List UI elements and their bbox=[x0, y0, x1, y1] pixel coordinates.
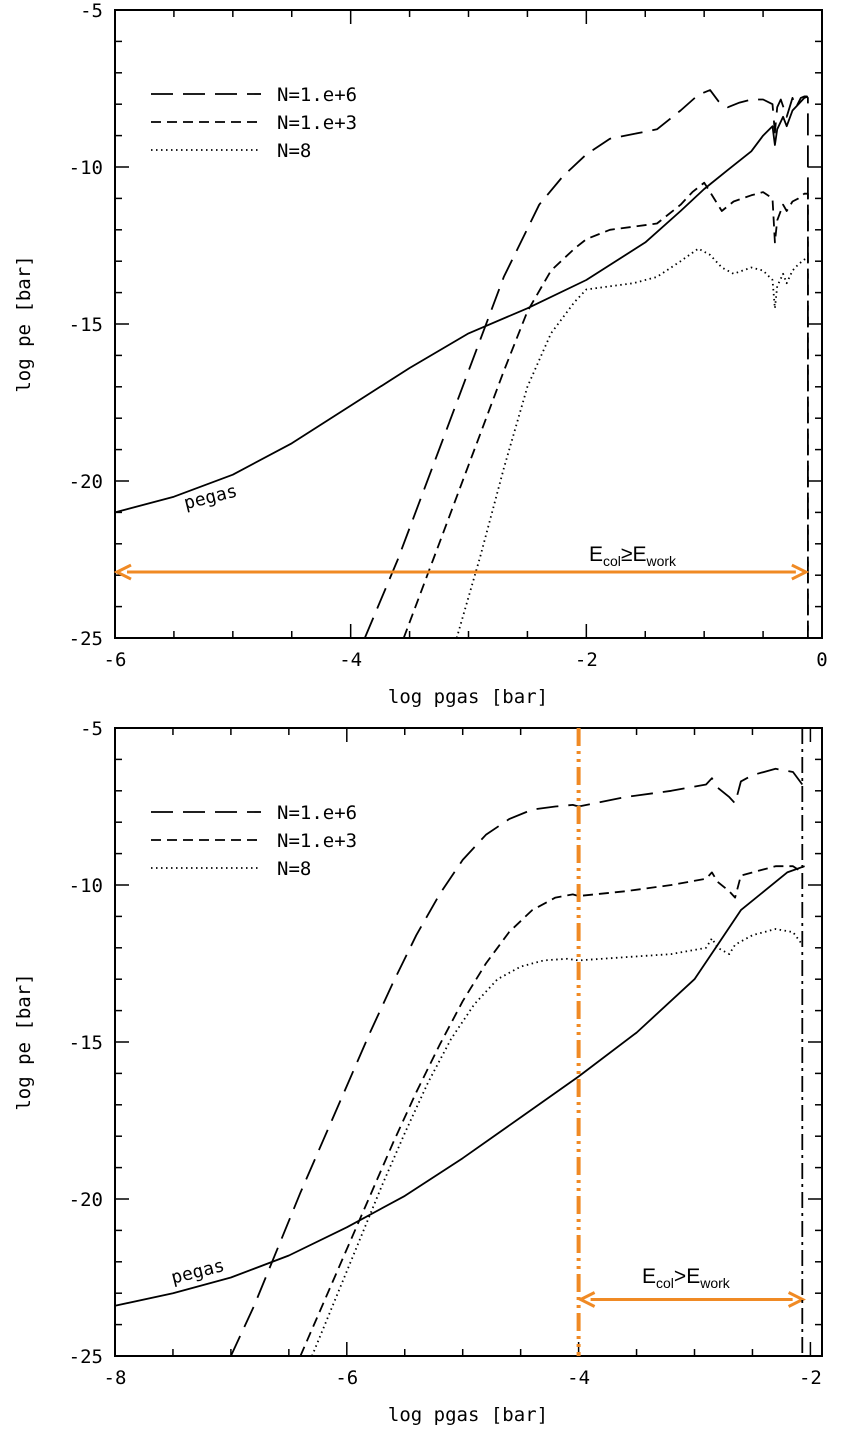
y-tick-label: -20 bbox=[69, 1189, 103, 1211]
y-tick-label: -20 bbox=[69, 471, 103, 493]
series-line-n-1-e-6 bbox=[230, 767, 804, 1357]
top-plot-frame bbox=[114, 9, 823, 639]
series-line-n-1-e-3 bbox=[402, 181, 809, 639]
top-relation: ≥ bbox=[621, 543, 633, 566]
y-tick-label: -10 bbox=[69, 875, 103, 897]
y-tick-label: -15 bbox=[69, 314, 103, 336]
legend-label: N=1.e+6 bbox=[277, 84, 357, 106]
bottom-tick-labels: -8 -6 -4 -2 -5 -10 -15 -20 -25 bbox=[69, 718, 822, 1389]
bottom-ework-sub: work bbox=[699, 1275, 731, 1291]
bottom-panel: -8 -6 -4 -2 -5 -10 -15 -20 -25 N=1.e+6 N=1.e+3 N=8… bbox=[13, 718, 823, 1426]
top-series bbox=[114, 89, 809, 639]
bottom-x-axis-title: log pgas [bar] bbox=[388, 1404, 548, 1426]
top-ework-main: E bbox=[632, 543, 646, 566]
x-tick-label: 0 bbox=[816, 649, 827, 671]
top-y-axis-title: log pe [bar] bbox=[13, 255, 35, 392]
series-line-n-8 bbox=[455, 247, 809, 639]
top-ecol-sub: col bbox=[603, 553, 621, 569]
series-line-pegas bbox=[114, 95, 809, 514]
legend-label: N=8 bbox=[277, 858, 311, 880]
y-tick-label: -25 bbox=[69, 1346, 103, 1368]
top-tick-labels: -6 -4 -2 0-5-10-15-20-25 bbox=[69, 0, 828, 671]
y-tick-label: -5 bbox=[80, 0, 103, 22]
range-arrow-head-left bbox=[113, 563, 132, 581]
bottom-legend: N=1.e+6 N=1.e+3 N=8 bbox=[151, 802, 357, 880]
top-ticks bbox=[114, 9, 823, 639]
top-annotations: pegas bbox=[113, 481, 810, 581]
top-panel: -6 -4 -2 0-5-10-15-20-25 N=1.e+6N=1.e+3N=8 … bbox=[13, 0, 828, 708]
y-tick-label: -10 bbox=[69, 157, 103, 179]
top-legend: N=1.e+6 N=1.e+3 N=8 bbox=[151, 84, 357, 162]
bottom-ecol-ework-label: Ecol>Ework bbox=[642, 1265, 731, 1291]
series-line-n-1-e-6 bbox=[363, 89, 809, 639]
range-arrow-head-right bbox=[791, 563, 810, 581]
series-line-n-1-e-3 bbox=[299, 865, 803, 1357]
bottom-relation: > bbox=[674, 1265, 686, 1288]
y-tick-label: -5 bbox=[80, 718, 103, 740]
x-tick-label: -4 bbox=[339, 649, 362, 671]
pegas-curve-label: pegas bbox=[182, 481, 240, 514]
pegas-curve-label: pegas bbox=[169, 1255, 227, 1288]
top-ework-sub: work bbox=[645, 553, 677, 569]
x-tick-label: -8 bbox=[104, 1367, 127, 1389]
bottom-y-axis-title: log pe [bar] bbox=[13, 973, 35, 1110]
top-x-axis-title: log pgas [bar] bbox=[388, 686, 548, 708]
top-ecol-ework-label: Ecol≥Ework bbox=[589, 543, 677, 569]
bottom-ecol-main: E bbox=[642, 1265, 656, 1288]
bottom-series bbox=[114, 767, 805, 1357]
y-tick-label: -15 bbox=[69, 1032, 103, 1054]
series-line-n-8 bbox=[311, 928, 804, 1357]
bottom-annotations: pegas bbox=[169, 728, 806, 1356]
bottom-ework-main: E bbox=[686, 1265, 700, 1288]
series-line-pegas bbox=[114, 865, 805, 1307]
legend-label: N=1.e+6 bbox=[277, 802, 357, 824]
bottom-ticks bbox=[114, 727, 822, 1357]
x-tick-label: -2 bbox=[575, 649, 598, 671]
x-tick-label: -6 bbox=[104, 649, 127, 671]
y-tick-label: -25 bbox=[69, 628, 103, 650]
x-tick-label: -4 bbox=[567, 1367, 590, 1389]
bottom-ecol-sub: col bbox=[656, 1275, 674, 1291]
legend-label: N=1.e+3 bbox=[277, 830, 357, 852]
legend-label: N=1.e+3 bbox=[277, 112, 357, 134]
x-tick-label: -6 bbox=[335, 1367, 358, 1389]
top-ecol-main: E bbox=[589, 543, 603, 566]
range-arrow-head-right bbox=[787, 1291, 806, 1308]
legend-label: N=8 bbox=[277, 140, 311, 162]
x-tick-label: -2 bbox=[799, 1367, 822, 1389]
